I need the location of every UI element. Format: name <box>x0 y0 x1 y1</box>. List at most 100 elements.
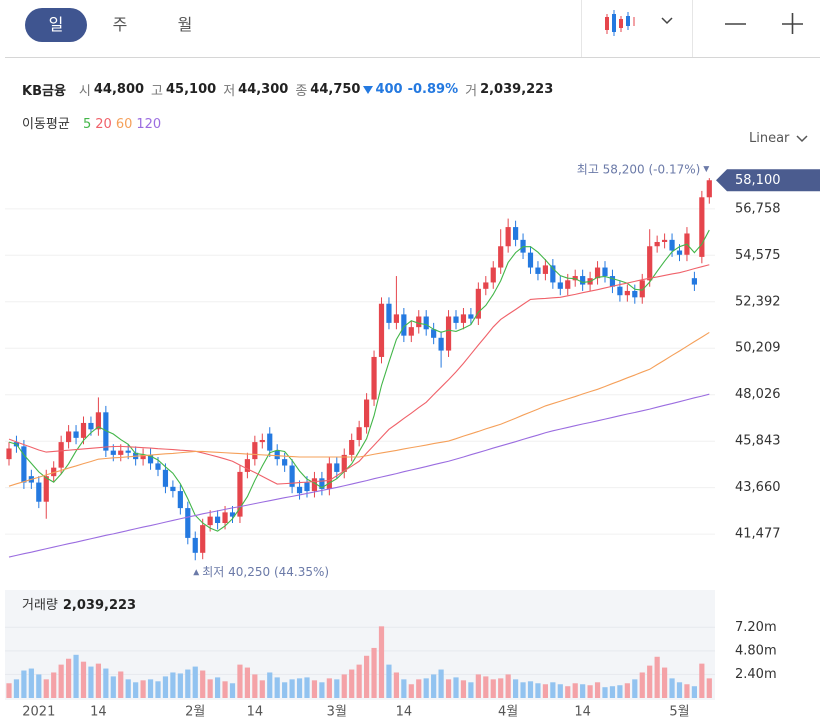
x-tick-label: 14 <box>574 705 591 720</box>
candle-body <box>639 280 645 298</box>
candle-body <box>431 329 437 338</box>
candle-body <box>80 422 87 438</box>
volume-bar <box>43 679 49 698</box>
candle-body <box>602 267 608 277</box>
candle-body <box>289 465 295 487</box>
volume-bar <box>483 676 489 698</box>
candle-body <box>356 427 362 440</box>
volume-bar <box>222 681 228 698</box>
field-value: 44,800 <box>93 82 145 97</box>
field-label: 시 <box>78 84 91 99</box>
candle-body <box>349 439 355 455</box>
candle-body <box>118 450 124 455</box>
candle-body <box>244 459 250 472</box>
low-marker <box>193 569 200 576</box>
x-tick-label: 2월 <box>185 705 205 720</box>
volume-bar <box>282 682 288 698</box>
candle-body <box>378 303 385 357</box>
volume-bar <box>393 672 399 698</box>
candle-body <box>483 282 489 289</box>
candle-body <box>237 471 243 517</box>
volume-bar <box>326 678 332 698</box>
volume-bar <box>289 679 295 698</box>
tab[interactable]: 일 <box>25 8 87 42</box>
field-value: 45,100 <box>166 82 217 97</box>
candle-body <box>140 454 146 460</box>
candle-body <box>267 433 273 451</box>
candle-body <box>170 486 176 492</box>
candle-body <box>423 316 429 330</box>
candle-body <box>147 454 154 464</box>
volume-bar <box>490 679 496 698</box>
legend-entry: 5 <box>82 117 92 132</box>
y-tick-label: 52,392 <box>735 294 781 309</box>
y-tick-label: 45,843 <box>735 434 781 449</box>
volume-bar <box>13 679 20 698</box>
volume-bar <box>408 684 414 698</box>
volume-bar <box>319 682 325 698</box>
volume-bar <box>647 665 653 698</box>
ma-line <box>8 332 710 487</box>
candle-body <box>326 463 332 489</box>
volume-bar <box>304 677 310 698</box>
candle-body <box>676 250 683 255</box>
volume-tick-label: 4.80m <box>735 643 777 658</box>
volume-bar <box>21 670 27 698</box>
volume-bar <box>267 672 273 698</box>
candle-body <box>95 412 101 430</box>
volume-bar <box>445 679 452 698</box>
last-price-badge <box>716 169 820 192</box>
legend-entry: 20 <box>95 117 112 132</box>
volume-bar <box>349 669 355 698</box>
field-label: 종 <box>295 84 308 99</box>
volume-bar <box>416 679 422 698</box>
candle-body <box>617 286 623 296</box>
x-tick-label: 14 <box>90 705 107 720</box>
candle-body <box>58 442 64 468</box>
y-tick-label: 54,575 <box>735 248 781 263</box>
volume-bar <box>185 669 191 698</box>
dropdown-chevron[interactable] <box>661 17 673 25</box>
candle-body <box>647 246 653 281</box>
volume-bar <box>572 683 578 698</box>
volume-bar <box>177 673 183 698</box>
candle-body <box>177 491 183 509</box>
volume-bar <box>95 663 101 698</box>
volume-bar <box>133 682 139 698</box>
volume-bar <box>542 684 548 698</box>
volume-bar <box>520 682 526 698</box>
ma-line <box>8 393 710 558</box>
volume-bar <box>110 676 116 698</box>
candle-body <box>103 412 109 451</box>
volume-bar <box>639 672 645 698</box>
stock-name: KB금융 <box>22 84 66 99</box>
y-tick-label: 50,209 <box>735 341 781 356</box>
legend-entry: 120 <box>136 117 162 132</box>
volume-bar <box>438 669 444 698</box>
x-tick-label: 4월 <box>498 705 518 720</box>
zoom-in[interactable] <box>782 13 803 34</box>
volume-bar <box>252 674 258 698</box>
tab[interactable]: 월 <box>177 15 193 34</box>
field-label: 거 <box>465 84 478 99</box>
volume-bar <box>36 674 42 698</box>
chart-type-icon[interactable] <box>605 10 635 36</box>
volume-bar <box>215 677 221 698</box>
volume-bar <box>684 684 690 698</box>
candle-body <box>207 516 213 526</box>
volume-bar <box>356 664 362 698</box>
candle-body <box>401 314 407 336</box>
candle-body <box>580 276 586 285</box>
volume-bar <box>244 667 250 698</box>
candle-body <box>215 516 221 524</box>
tab[interactable]: 주 <box>112 15 128 34</box>
candle-body <box>669 239 675 251</box>
candle-body <box>699 197 705 257</box>
candle-body <box>88 422 94 430</box>
volume-bar <box>274 677 280 698</box>
candle-body <box>565 280 571 289</box>
quote-line: KB금융 시 44,800 고 45,100 저 44,300 종 44,750 400… <box>22 80 553 99</box>
scale-selector[interactable]: Linear <box>749 131 808 146</box>
candle-body <box>535 267 541 274</box>
